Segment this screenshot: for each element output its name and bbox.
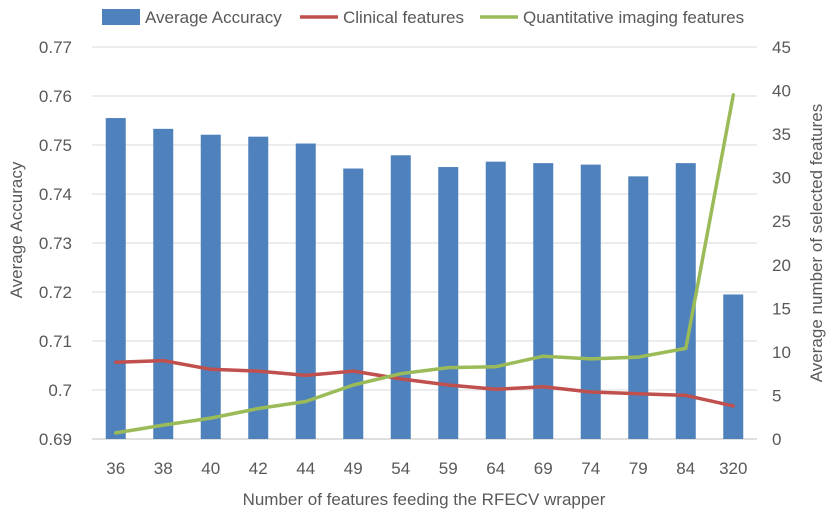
y-tick-label: 0.74 (39, 185, 72, 204)
y2-tick-label: 15 (772, 299, 791, 318)
x-tick-label: 320 (719, 459, 747, 478)
y-tick-label: 0.71 (39, 332, 72, 351)
y-axis-right-ticks: 0 5 10 15 20 25 30 35 40 45 (772, 38, 791, 449)
bar (153, 128, 174, 439)
y2-tick-label: 35 (772, 125, 791, 144)
y2-tick-label: 45 (772, 38, 791, 57)
x-tick-label: 54 (391, 459, 410, 478)
line-series (114, 93, 736, 435)
bar (533, 163, 554, 439)
legend-label: Quantitative imaging features (523, 8, 744, 27)
bar (580, 164, 601, 439)
bar (438, 167, 459, 440)
x-tick-label: 44 (296, 459, 315, 478)
y-tick-label: 0.77 (39, 38, 72, 57)
x-tick-label: 49 (344, 459, 363, 478)
y-tick-label: 0.73 (39, 234, 72, 253)
bar (295, 143, 316, 439)
y-axis-right-label: Average number of selected features (807, 104, 826, 382)
x-tick-label: 59 (439, 459, 458, 478)
y2-tick-label: 0 (772, 430, 781, 449)
legend: Average Accuracy Clinical features Quantit… (102, 8, 744, 27)
bar (200, 134, 221, 439)
y2-tick-label: 10 (772, 343, 791, 362)
y-tick-label: 0.75 (39, 136, 72, 155)
y2-tick-label: 5 (772, 386, 781, 405)
series-line (114, 358, 736, 408)
y-tick-label: 0.76 (39, 87, 72, 106)
y2-tick-label: 25 (772, 212, 791, 231)
bar (485, 161, 506, 439)
legend-label: Clinical features (343, 8, 464, 27)
bar-series (105, 118, 744, 440)
y-axis-left-label: Average Accuracy (7, 161, 26, 298)
bar (675, 163, 696, 439)
bar (390, 155, 411, 440)
y-tick-label: 0.72 (39, 283, 72, 302)
x-tick-label: 74 (581, 459, 600, 478)
x-tick-label: 36 (106, 459, 125, 478)
legend-swatch (102, 9, 140, 25)
x-axis-label: Number of features feeding the RFECV wra… (243, 490, 606, 509)
bar (343, 168, 364, 439)
x-tick-label: 38 (154, 459, 173, 478)
x-tick-label: 40 (201, 459, 220, 478)
y2-tick-label: 20 (772, 256, 791, 275)
y2-tick-label: 40 (772, 82, 791, 101)
x-tick-label: 42 (249, 459, 268, 478)
y-axis-left-ticks: 0.69 0.7 0.71 0.72 0.73 0.74 0.75 0.76 0.77 (39, 38, 72, 449)
y-tick-label: 0.69 (39, 430, 72, 449)
bar (723, 294, 744, 439)
bar (628, 176, 649, 440)
x-tick-label: 79 (629, 459, 648, 478)
y-tick-label: 0.7 (48, 381, 72, 400)
legend-label: Average Accuracy (145, 8, 282, 27)
bar (105, 118, 126, 440)
series-line (114, 93, 736, 435)
y2-tick-label: 30 (772, 169, 791, 188)
x-tick-label: 84 (676, 459, 695, 478)
x-tick-label: 69 (534, 459, 553, 478)
bar (248, 136, 269, 440)
x-axis-ticks: 36 38 40 42 44 49 54 59 64 69 74 79 84 320 (106, 459, 747, 478)
x-tick-label: 64 (486, 459, 505, 478)
